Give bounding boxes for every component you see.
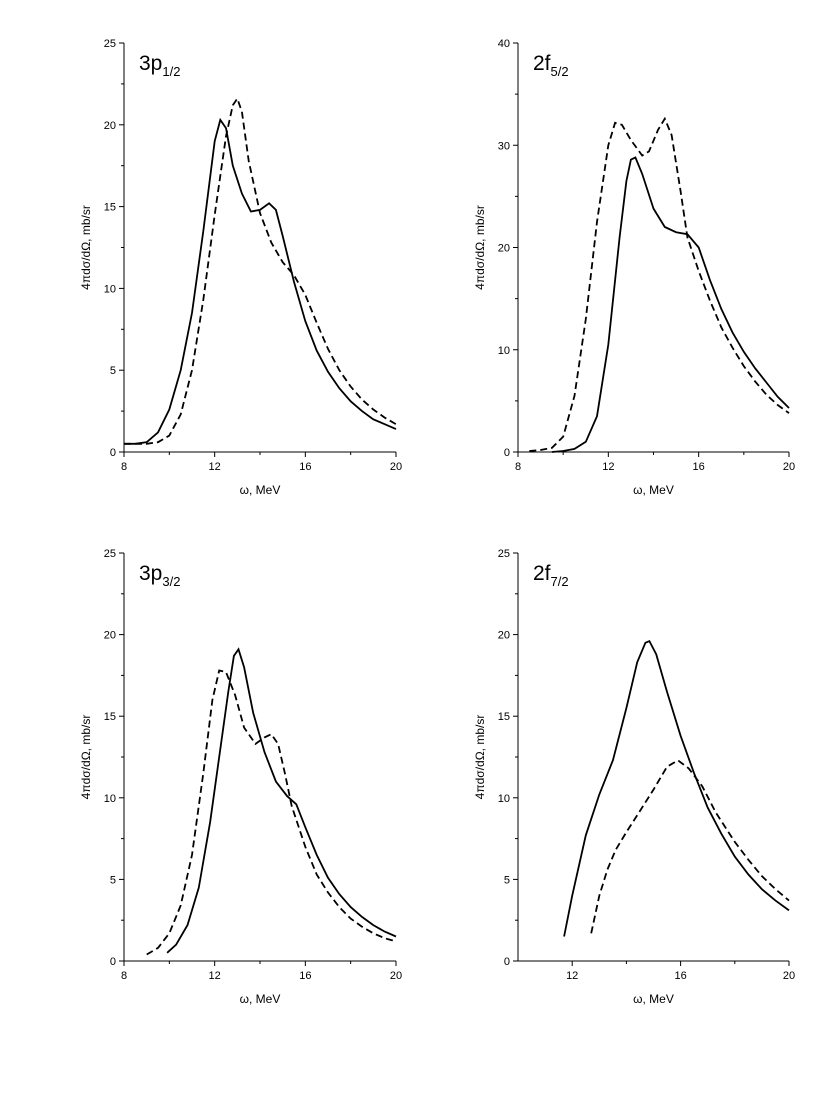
chart2-series-solid [551,156,790,453]
chart1-title-subscript: 1/2 [162,64,180,79]
chart1-y-axis-title: 4πdσ/dΩ, mb/sr [79,205,93,290]
chart2-y-tick-label: 40 [498,38,510,50]
chart3-y-tick-label: 15 [104,711,116,723]
chart4-x-tick-label: 20 [783,970,795,982]
chart1-series-dashed [124,96,397,445]
chart4-y-tick-label: 15 [498,711,510,723]
chart4-y-tick-label: 0 [504,956,510,968]
chart3-y-tick-label: 0 [110,956,116,968]
chart1-y-tick-label: 25 [104,38,116,50]
chart4-x-axis-title: ω, MeV [633,992,674,1006]
chart3-y-tick-label: 20 [104,630,116,642]
chart3-x-axis-title: ω, MeV [240,992,281,1006]
chart2-y-tick-label: 30 [498,140,510,152]
chart3-y-axis-title: 4πdσ/dΩ, mb/sr [79,715,93,800]
chart4-x-tick-label: 16 [674,970,686,982]
chart2-title: 2f5/2 [533,52,569,79]
chart3-y-tick-label: 5 [110,874,116,886]
chart2-title-subscript: 5/2 [551,64,569,79]
chart2-x-tick-label: 12 [602,461,614,473]
chart1-y-tick-label: 5 [110,365,116,377]
chart4-y-tick-label: 20 [498,630,510,642]
chart2-x-tick-label: 20 [783,461,795,473]
chart4-y-tick-label: 10 [498,793,510,805]
chart2-x-tick-label: 8 [515,461,521,473]
chart3-x-tick-label: 8 [121,970,127,982]
chart4-title-main: 2f [533,562,551,585]
chart1-y-tick-label: 15 [104,202,116,214]
chart3-title: 3p3/2 [139,562,180,589]
chart1-y-tick-label: 20 [104,120,116,132]
chart4-title: 2f7/2 [533,562,569,589]
chart1-y-tick-label: 10 [104,283,116,295]
chart3-y-tick-label: 25 [104,548,116,560]
chart4-series-solid [563,639,790,937]
chart2-x-tick-label: 16 [693,461,705,473]
chart3-y-tick-label: 10 [104,793,116,805]
chart1-x-tick-label: 20 [390,461,402,473]
chart3-x-tick-label: 12 [209,970,221,982]
chart3-x-tick-label: 16 [299,970,311,982]
chart1-y-tick-label: 0 [110,447,116,459]
chart3-series-solid [166,647,397,954]
chart3-series-dashed [146,669,397,956]
chart2: 0 10 20 30 40 8 12 16 20 ω, MeV 4πdσ/dΩ, mb/sr 2f5/… [473,38,795,497]
chart4-y-tick-label: 5 [504,874,510,886]
chart4-x-tick-label: 12 [566,970,578,982]
chart1: 0 5 10 15 20 25 8 12 16 20 ω, MeV 4πdσ/dΩ, mb/sr 3p1… [79,38,402,497]
chart1-title-main: 3p [139,52,162,75]
chart3-x-tick-label: 20 [390,970,402,982]
chart2-series-dashed [529,116,790,452]
chart4: 0 5 10 15 20 25 12 16 20 ω, MeV 4πdσ/dΩ, mb/sr 2f7/… [473,548,795,1006]
chart4-series-dashed [590,759,790,934]
chart2-title-main: 2f [533,52,551,75]
chart1-x-tick-label: 8 [121,461,127,473]
chart2-y-tick-label: 20 [498,243,510,255]
chart3-title-main: 3p [139,562,162,585]
chart2-y-tick-label: 0 [504,447,510,459]
chart2-x-axis-title: ω, MeV [633,483,674,497]
chart4-y-tick-label: 25 [498,548,510,560]
chart4-title-subscript: 7/2 [551,574,569,589]
chart1-x-tick-label: 16 [299,461,311,473]
chart2-y-tick-label: 10 [498,345,510,357]
chart1-x-tick-label: 12 [209,461,221,473]
chart3: 0 5 10 15 20 25 8 12 16 20 ω, MeV 4πdσ/dΩ, mb/sr 3p3… [79,548,402,1006]
chart1-x-axis-title: ω, MeV [240,483,281,497]
chart1-title: 3p1/2 [139,52,180,79]
chart2-y-axis-title: 4πdσ/dΩ, mb/sr [473,205,487,290]
chart1-series-solid [124,117,397,445]
chart3-title-subscript: 3/2 [162,574,180,589]
chart4-y-axis-title: 4πdσ/dΩ, mb/sr [473,715,487,800]
